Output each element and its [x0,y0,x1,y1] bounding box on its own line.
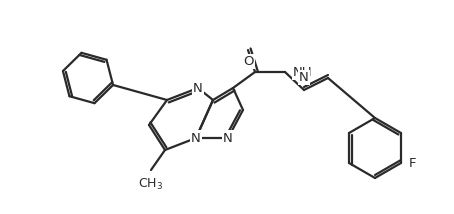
Text: CH$_3$: CH$_3$ [138,177,163,192]
Text: N: N [193,82,203,95]
Text: N: N [299,71,309,84]
Text: F: F [409,156,416,169]
Text: O: O [243,55,253,68]
Text: NH: NH [293,65,313,79]
Text: N: N [191,131,201,144]
Text: N: N [223,131,233,144]
